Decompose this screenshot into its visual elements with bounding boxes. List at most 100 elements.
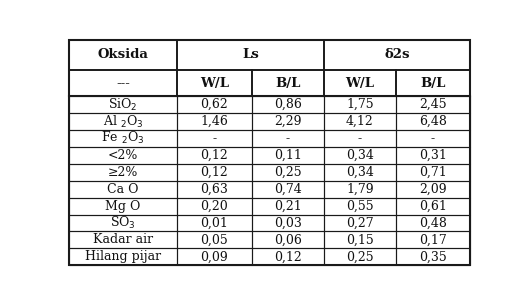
Text: 0,71: 0,71 bbox=[419, 166, 447, 179]
Bar bbox=[69, 231, 177, 248]
Bar bbox=[177, 96, 251, 113]
Text: ---: --- bbox=[116, 77, 130, 90]
Text: 0,12: 0,12 bbox=[200, 166, 228, 179]
Bar bbox=[323, 181, 396, 198]
Text: Mg O: Mg O bbox=[106, 200, 141, 213]
Text: 0,27: 0,27 bbox=[346, 217, 373, 230]
Text: 0,06: 0,06 bbox=[274, 233, 301, 246]
Text: -: - bbox=[358, 132, 362, 145]
Bar bbox=[69, 198, 177, 214]
Text: 0,31: 0,31 bbox=[419, 149, 447, 162]
Bar bbox=[396, 164, 470, 181]
Text: 6,48: 6,48 bbox=[419, 115, 447, 128]
Text: 0,12: 0,12 bbox=[200, 149, 228, 162]
Text: 0,86: 0,86 bbox=[274, 98, 301, 111]
Text: 0,20: 0,20 bbox=[200, 200, 228, 213]
Bar bbox=[323, 198, 396, 214]
Bar bbox=[69, 248, 177, 265]
Bar bbox=[251, 181, 323, 198]
Bar bbox=[69, 181, 177, 198]
Text: 1,79: 1,79 bbox=[346, 183, 373, 196]
Text: W/L: W/L bbox=[346, 77, 375, 90]
Text: SO$_3$: SO$_3$ bbox=[110, 215, 136, 231]
Bar bbox=[323, 130, 396, 147]
Bar bbox=[177, 70, 251, 96]
Bar bbox=[177, 113, 251, 130]
Bar bbox=[396, 70, 470, 96]
Text: B/L: B/L bbox=[275, 77, 300, 90]
Text: 2,45: 2,45 bbox=[419, 98, 447, 111]
Bar bbox=[177, 164, 251, 181]
Text: 0,61: 0,61 bbox=[419, 200, 447, 213]
Bar bbox=[69, 147, 177, 164]
Bar bbox=[251, 164, 323, 181]
Bar bbox=[177, 231, 251, 248]
Text: δ2s: δ2s bbox=[384, 48, 410, 61]
Text: 0,34: 0,34 bbox=[346, 166, 374, 179]
Text: SiO$_2$: SiO$_2$ bbox=[108, 97, 138, 113]
Bar bbox=[177, 147, 251, 164]
Text: 0,12: 0,12 bbox=[274, 250, 301, 263]
Bar bbox=[251, 147, 323, 164]
Bar bbox=[251, 198, 323, 214]
Bar bbox=[396, 113, 470, 130]
Bar bbox=[396, 147, 470, 164]
Bar bbox=[251, 96, 323, 113]
Text: 1,46: 1,46 bbox=[200, 115, 228, 128]
Text: -: - bbox=[213, 132, 217, 145]
Bar bbox=[396, 130, 470, 147]
Bar bbox=[251, 113, 323, 130]
Bar bbox=[69, 214, 177, 231]
Bar bbox=[396, 214, 470, 231]
Text: <2%: <2% bbox=[108, 149, 138, 162]
Bar bbox=[177, 40, 323, 70]
Bar bbox=[323, 147, 396, 164]
Text: 0,48: 0,48 bbox=[419, 217, 447, 230]
Bar bbox=[177, 198, 251, 214]
Bar bbox=[251, 248, 323, 265]
Bar bbox=[69, 130, 177, 147]
Text: 2,09: 2,09 bbox=[419, 183, 447, 196]
Text: Oksida: Oksida bbox=[98, 48, 149, 61]
Text: 0,74: 0,74 bbox=[274, 183, 301, 196]
Bar bbox=[177, 248, 251, 265]
Text: 0,15: 0,15 bbox=[346, 233, 373, 246]
Text: 1,75: 1,75 bbox=[346, 98, 373, 111]
Bar bbox=[396, 198, 470, 214]
Text: Hilang pijar: Hilang pijar bbox=[85, 250, 161, 263]
Bar bbox=[323, 248, 396, 265]
Text: 0,09: 0,09 bbox=[200, 250, 228, 263]
Text: 0,01: 0,01 bbox=[200, 217, 228, 230]
Text: 0,35: 0,35 bbox=[419, 250, 447, 263]
Bar bbox=[69, 70, 177, 96]
Bar bbox=[69, 40, 177, 70]
Bar bbox=[396, 231, 470, 248]
Text: 2,29: 2,29 bbox=[274, 115, 301, 128]
Text: 0,17: 0,17 bbox=[419, 233, 447, 246]
Text: 4,12: 4,12 bbox=[346, 115, 373, 128]
Bar bbox=[69, 113, 177, 130]
Bar bbox=[323, 214, 396, 231]
Bar bbox=[69, 164, 177, 181]
Text: 0,62: 0,62 bbox=[200, 98, 228, 111]
Text: 0,25: 0,25 bbox=[274, 166, 301, 179]
Bar bbox=[323, 113, 396, 130]
Text: 0,63: 0,63 bbox=[200, 183, 228, 196]
Bar bbox=[396, 248, 470, 265]
Bar bbox=[396, 96, 470, 113]
Text: 0,21: 0,21 bbox=[274, 200, 301, 213]
Bar bbox=[323, 231, 396, 248]
Text: -: - bbox=[431, 132, 435, 145]
Bar bbox=[323, 164, 396, 181]
Text: Fe $_{2}$O$_3$: Fe $_{2}$O$_3$ bbox=[102, 130, 145, 146]
Text: 0,03: 0,03 bbox=[274, 217, 301, 230]
Bar bbox=[177, 181, 251, 198]
Text: 0,55: 0,55 bbox=[346, 200, 373, 213]
Text: 0,25: 0,25 bbox=[346, 250, 373, 263]
Text: Ls: Ls bbox=[242, 48, 259, 61]
Text: Kadar air: Kadar air bbox=[93, 233, 153, 246]
Bar bbox=[396, 181, 470, 198]
Text: Ca O: Ca O bbox=[107, 183, 139, 196]
Text: W/L: W/L bbox=[200, 77, 229, 90]
Text: 0,11: 0,11 bbox=[274, 149, 301, 162]
